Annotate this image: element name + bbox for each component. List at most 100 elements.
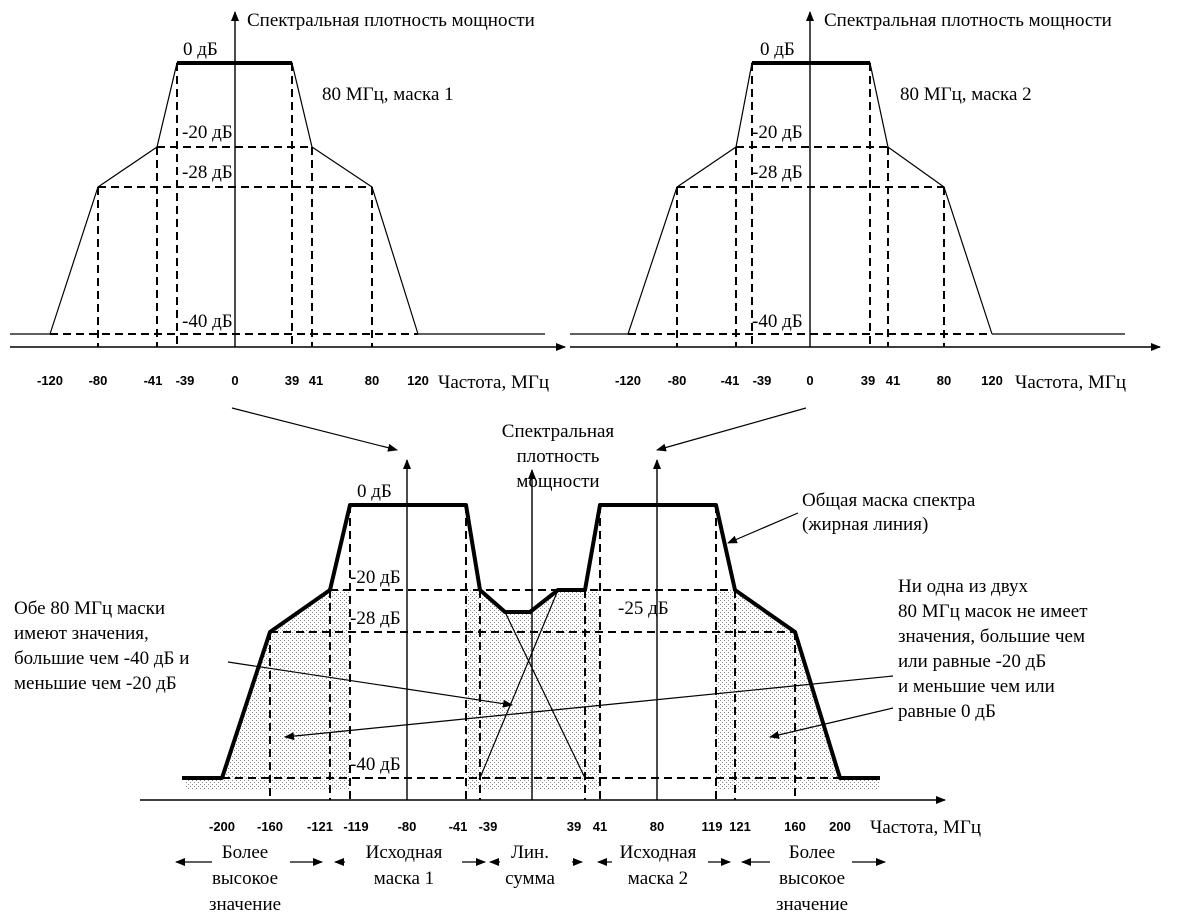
region-linear-sum: Лин. сумма <box>505 842 555 889</box>
mask1-guides <box>50 63 418 347</box>
mask2-ticks: -120 -80 -41 -39 0 39 41 80 120 <box>615 373 1003 388</box>
mask2-tail <box>504 611 586 779</box>
mask2-db-0: 0 дБ <box>760 39 795 60</box>
mask2-tick: 39 <box>861 373 875 388</box>
mask1-ticks: -120 -80 -41 -39 0 39 41 80 120 <box>37 373 429 388</box>
svg-text:сумма: сумма <box>505 868 555 889</box>
mask1-unshaded <box>350 590 466 790</box>
mask2-tick: 120 <box>981 373 1003 388</box>
svg-text:и меньшие чем или: и меньшие чем или <box>898 676 1055 697</box>
mask2-x-axis-label: Частота, МГц <box>1015 372 1126 393</box>
svg-text:маска 2: маска 2 <box>628 868 688 889</box>
svg-text:(жирная линия): (жирная линия) <box>802 514 928 535</box>
combined-mask-panel: 0 дБ -20 дБ -28 дБ -40 дБ -25 дБ Спектра… <box>14 421 1088 915</box>
total-ticks: -200 -160 -121 -119 -80 -41 -39 39 41 80… <box>209 819 851 834</box>
mask2-tick: -80 <box>668 373 687 388</box>
mask2-tick: -120 <box>615 373 641 388</box>
total-tick: 41 <box>593 819 607 834</box>
mask2-db-40: -40 дБ <box>752 311 803 332</box>
total-tick: 121 <box>729 819 751 834</box>
svg-text:80 МГц масок не имеет: 80 МГц масок не имеет <box>898 601 1088 622</box>
svg-text:или равные -20 дБ: или равные -20 дБ <box>898 651 1046 672</box>
svg-text:Исходная: Исходная <box>366 842 443 863</box>
note-total-mask: Общая маска спектра (жирная линия) <box>802 490 976 535</box>
total-tick: -80 <box>398 819 417 834</box>
mask2-label: 80 МГц, маска 2 <box>900 84 1032 105</box>
total-db-40: -40 дБ <box>350 754 401 775</box>
svg-text:Ни одна из двух: Ни одна из двух <box>898 576 1029 597</box>
total-x-axis-label: Частота, МГц <box>870 817 981 838</box>
mask1-tick: 41 <box>309 373 323 388</box>
mask2-tick: 41 <box>886 373 900 388</box>
total-tick: -160 <box>257 819 283 834</box>
svg-text:высокое: высокое <box>779 868 845 889</box>
arrow-right-note-to-right <box>769 707 894 739</box>
svg-text:Лин.: Лин. <box>511 842 549 863</box>
mask2-tick: 0 <box>806 373 813 388</box>
region-higher-right: Более высокое значение <box>776 842 848 915</box>
mask1-tick: -39 <box>176 373 195 388</box>
mask1-tick: -41 <box>144 373 163 388</box>
total-tick: 80 <box>650 819 664 834</box>
mask2-tick: -39 <box>753 373 772 388</box>
total-tick: -41 <box>449 819 468 834</box>
total-db-25: -25 дБ <box>618 598 669 619</box>
total-guides <box>222 505 840 800</box>
total-tick: 119 <box>702 819 723 834</box>
arrow-right-note-to-left <box>284 675 894 741</box>
total-db-28: -28 дБ <box>350 608 401 629</box>
arrow-total-note <box>727 512 799 544</box>
mask1-tick: 80 <box>365 373 379 388</box>
arrow-left-note-to-sum <box>227 661 513 708</box>
mask2-db-28: -28 дБ <box>752 162 803 183</box>
svg-text:Спектральная: Спектральная <box>502 421 615 442</box>
svg-text:значение: значение <box>209 894 281 915</box>
svg-text:мощности: мощности <box>516 471 599 492</box>
mask2-tick: 80 <box>937 373 951 388</box>
svg-text:Общая маска спектра: Общая маска спектра <box>802 490 976 511</box>
total-tick: 200 <box>829 819 851 834</box>
region-labels: Более высокое значение Исходная маска 1 … <box>209 842 848 915</box>
mask2-guides <box>628 63 992 347</box>
mask2-tick: -41 <box>721 373 740 388</box>
mask1-label: 80 МГц, маска 1 <box>322 84 454 105</box>
mask-2-panel: Спектральная плотность мощности 80 МГц, … <box>570 10 1161 393</box>
total-tick: -200 <box>209 819 235 834</box>
svg-text:Более: Более <box>789 842 836 863</box>
arrow-mask2-to-total <box>656 407 807 452</box>
mask1-x-axis-label: Частота, МГц <box>438 372 549 393</box>
svg-text:большие чем -40 дБ и: большие чем -40 дБ и <box>14 648 189 669</box>
svg-text:значения, большие чем: значения, большие чем <box>898 626 1085 647</box>
total-tick: -121 <box>307 819 333 834</box>
mask-1-panel: Спектральная плотность мощности 80 МГц, … <box>10 10 566 393</box>
mask1-tick: 0 <box>231 373 238 388</box>
region-original-mask-2: Исходная маска 2 <box>620 842 697 889</box>
total-mask-curve <box>182 503 880 780</box>
svg-text:высокое: высокое <box>212 868 278 889</box>
mask1-tail <box>479 589 559 779</box>
mask1-db-0: 0 дБ <box>183 39 218 60</box>
total-tick: 160 <box>784 819 806 834</box>
svg-text:Более: Более <box>222 842 269 863</box>
svg-text:Обе 80 МГц маски: Обе 80 МГц маски <box>14 598 165 619</box>
mask1-y-axis-label: Спектральная плотность мощности <box>247 10 535 31</box>
total-tick: -39 <box>479 819 498 834</box>
mask1-tick: -120 <box>37 373 63 388</box>
mask1-tick: 120 <box>407 373 429 388</box>
svg-text:Исходная: Исходная <box>620 842 697 863</box>
total-tick: -119 <box>343 819 368 834</box>
mask1-db-20: -20 дБ <box>182 122 233 143</box>
svg-text:меньшие чем -20 дБ: меньшие чем -20 дБ <box>14 673 177 694</box>
note-left: Обе 80 МГц маски имеют значения, большие… <box>14 598 189 694</box>
region-higher-left: Более высокое значение <box>209 842 281 915</box>
mask1-tick: 39 <box>285 373 299 388</box>
svg-text:плотность: плотность <box>517 446 600 467</box>
svg-text:маска 1: маска 1 <box>374 868 434 889</box>
arrow-mask1-to-total <box>231 407 398 452</box>
svg-text:значение: значение <box>776 894 848 915</box>
mask1-db-40: -40 дБ <box>182 311 233 332</box>
mask1-tick: -80 <box>89 373 108 388</box>
total-db-20: -20 дБ <box>350 567 401 588</box>
